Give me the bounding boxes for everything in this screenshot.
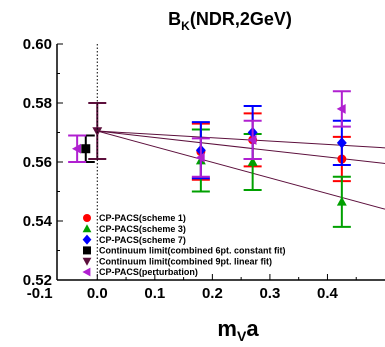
legend-marker bbox=[82, 257, 92, 266]
title-rest: (NDR,2GeV) bbox=[190, 9, 292, 29]
legend-marker bbox=[83, 246, 91, 255]
series-layer bbox=[68, 90, 351, 228]
y-tick-label: 0.56 bbox=[23, 154, 52, 171]
fit-line-3 bbox=[97, 130, 385, 210]
series-6 bbox=[68, 90, 351, 178]
xlabel-rest: a bbox=[246, 316, 259, 341]
legend-item: Continuum limit(combined 9pt. linear fit… bbox=[82, 256, 272, 266]
y-tick-label: 0.52 bbox=[23, 272, 52, 289]
legend-item: CP-PACS(scheme 1) bbox=[83, 213, 186, 223]
fit-line-1 bbox=[97, 130, 385, 149]
series-1 bbox=[191, 112, 351, 183]
legend-label: CP-PACS(scheme 7) bbox=[99, 235, 186, 245]
data-point bbox=[336, 196, 347, 206]
ticks: 0.52 0.54 0.56 0.58 0.60 -0.1 0.0 0.1 0.2 0.3 0.4 bbox=[23, 36, 357, 302]
chart-title: BK(NDR,2GeV) bbox=[168, 9, 292, 33]
y-tick-label: 0.58 bbox=[23, 95, 52, 112]
data-point bbox=[336, 103, 346, 114]
y-tick-label: 0.54 bbox=[23, 213, 53, 230]
data-point bbox=[247, 134, 257, 145]
fit-lines bbox=[97, 130, 385, 210]
legend: CP-PACS(scheme 1)CP-PACS(scheme 3)CP-PAC… bbox=[82, 213, 286, 277]
legend-label: CP-PACS(perturbation) bbox=[99, 267, 198, 277]
legend-item: CP-PACS(scheme 3) bbox=[82, 224, 186, 234]
x-tick-label: 0.0 bbox=[87, 285, 108, 302]
title-sub: K bbox=[181, 19, 190, 33]
legend-item: Continuum limit(combined 6pt. constant f… bbox=[83, 246, 286, 256]
data-point bbox=[81, 144, 91, 154]
y-tick-label: 0.60 bbox=[23, 36, 52, 53]
xlabel-sub: V bbox=[237, 328, 247, 344]
legend-marker bbox=[82, 267, 91, 277]
legend-marker bbox=[82, 234, 92, 245]
legend-label: Continuum limit(combined 9pt. linear fit… bbox=[99, 256, 272, 266]
legend-label: Continuum limit(combined 6pt. constant f… bbox=[99, 246, 286, 256]
xlabel-main: m bbox=[217, 316, 237, 341]
series-3 bbox=[191, 104, 351, 180]
x-tick-label: 0.1 bbox=[144, 285, 165, 302]
legend-label: CP-PACS(scheme 1) bbox=[99, 213, 186, 223]
legend-item: CP-PACS(scheme 7) bbox=[82, 234, 186, 245]
title-main: B bbox=[168, 9, 181, 29]
data-point bbox=[247, 156, 258, 166]
fit-line-2 bbox=[97, 130, 385, 164]
x-tick-label: 0.4 bbox=[317, 285, 339, 302]
legend-marker bbox=[82, 224, 92, 233]
data-point bbox=[336, 137, 347, 149]
x-tick-label: 0.3 bbox=[259, 285, 280, 302]
data-point bbox=[71, 143, 81, 154]
x-axis-label: mVa bbox=[217, 316, 259, 344]
legend-marker bbox=[83, 214, 91, 222]
legend-label: CP-PACS(scheme 3) bbox=[99, 224, 186, 234]
legend-item: CP-PACS(perturbation) bbox=[82, 267, 198, 277]
x-tick-label: -0.1 bbox=[27, 285, 53, 302]
data-point bbox=[195, 152, 205, 163]
x-tick-label: 0.2 bbox=[202, 285, 223, 302]
